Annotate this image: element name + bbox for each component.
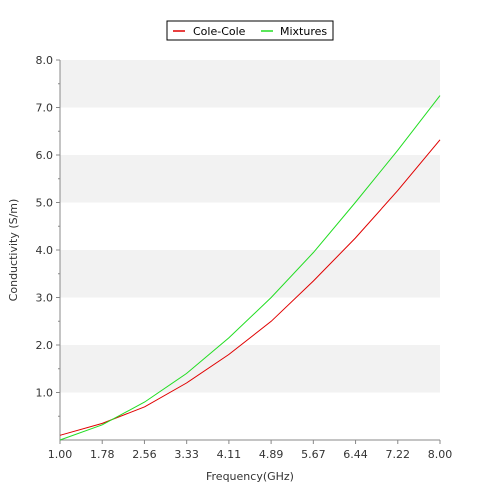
- series-lines: [59, 95, 441, 441]
- y-tick-label: 8.0: [36, 54, 54, 67]
- x-tick-label: 2.56: [132, 448, 157, 461]
- legend-box: [166, 20, 334, 41]
- y-tick-label: 3.0: [36, 292, 54, 305]
- x-tick-label: 4.11: [217, 448, 242, 461]
- y-axis-title: Conductivity (S/m): [7, 199, 20, 302]
- x-tick-label: 5.67: [301, 448, 326, 461]
- grid-band: [60, 155, 440, 203]
- x-tick-label: 3.33: [174, 448, 199, 461]
- series-line-mixtures: [59, 95, 441, 441]
- grid-band: [60, 60, 440, 108]
- x-tick-label: 1.00: [48, 448, 73, 461]
- grid-band: [60, 250, 440, 298]
- x-tick-label: 4.89: [259, 448, 284, 461]
- y-tick-label: 2.0: [36, 339, 54, 352]
- x-tick-label: 7.22: [386, 448, 411, 461]
- y-tick-label: 6.0: [36, 149, 54, 162]
- y-tick-label: 7.0: [36, 102, 54, 115]
- x-tick-label: 8.00: [428, 448, 453, 461]
- y-tick-label: 1.0: [36, 387, 54, 400]
- plot-background: [60, 60, 440, 393]
- x-tick-label: 6.44: [343, 448, 368, 461]
- legend-label-cole-cole: Cole-Cole: [193, 25, 246, 38]
- grid-band: [60, 345, 440, 393]
- x-axis-ticks: 1.00 1.78 2.56 3.33 4.11 4.89 5.67 6.44 7.22 8.00: [48, 440, 453, 461]
- axes: [59, 60, 440, 441]
- x-axis-title: Frequency(GHz): [206, 470, 294, 483]
- x-tick-label: 1.78: [90, 448, 115, 461]
- legend: Cole-Cole Mixtures: [166, 20, 334, 41]
- legend-label-mixtures: Mixtures: [280, 25, 327, 38]
- y-tick-label: 4.0: [36, 244, 54, 257]
- y-tick-label: 5.0: [36, 197, 54, 210]
- series-line-cole-cole: [59, 139, 441, 436]
- y-axis-ticks: 1.0 2.0 3.0 4.0 5.0 6.0 7.0 8.0: [36, 54, 60, 417]
